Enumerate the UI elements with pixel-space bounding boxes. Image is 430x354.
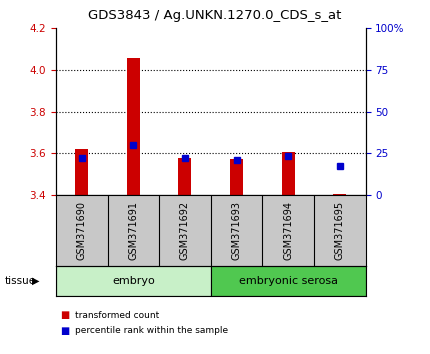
Text: ■: ■ <box>60 310 70 320</box>
Text: transformed count: transformed count <box>75 310 160 320</box>
Bar <box>56 266 211 296</box>
Text: GSM371694: GSM371694 <box>283 201 293 259</box>
Text: tissue: tissue <box>4 275 35 286</box>
Text: GSM371691: GSM371691 <box>128 201 138 259</box>
Bar <box>178 158 191 195</box>
Bar <box>333 194 346 195</box>
Text: embryonic serosa: embryonic serosa <box>239 275 338 286</box>
Text: GSM371690: GSM371690 <box>77 201 87 259</box>
Text: GSM371692: GSM371692 <box>180 200 190 260</box>
Bar <box>211 266 366 296</box>
Text: percentile rank within the sample: percentile rank within the sample <box>75 326 228 336</box>
Bar <box>75 149 88 195</box>
Bar <box>127 58 140 195</box>
Text: GDS3843 / Ag.UNKN.1270.0_CDS_s_at: GDS3843 / Ag.UNKN.1270.0_CDS_s_at <box>88 9 342 22</box>
Bar <box>282 152 295 195</box>
Text: embryo: embryo <box>112 275 155 286</box>
Bar <box>230 159 243 195</box>
Text: ▶: ▶ <box>32 275 40 286</box>
Text: ■: ■ <box>60 326 70 336</box>
Text: GSM371695: GSM371695 <box>335 200 345 260</box>
Text: GSM371693: GSM371693 <box>231 201 242 259</box>
